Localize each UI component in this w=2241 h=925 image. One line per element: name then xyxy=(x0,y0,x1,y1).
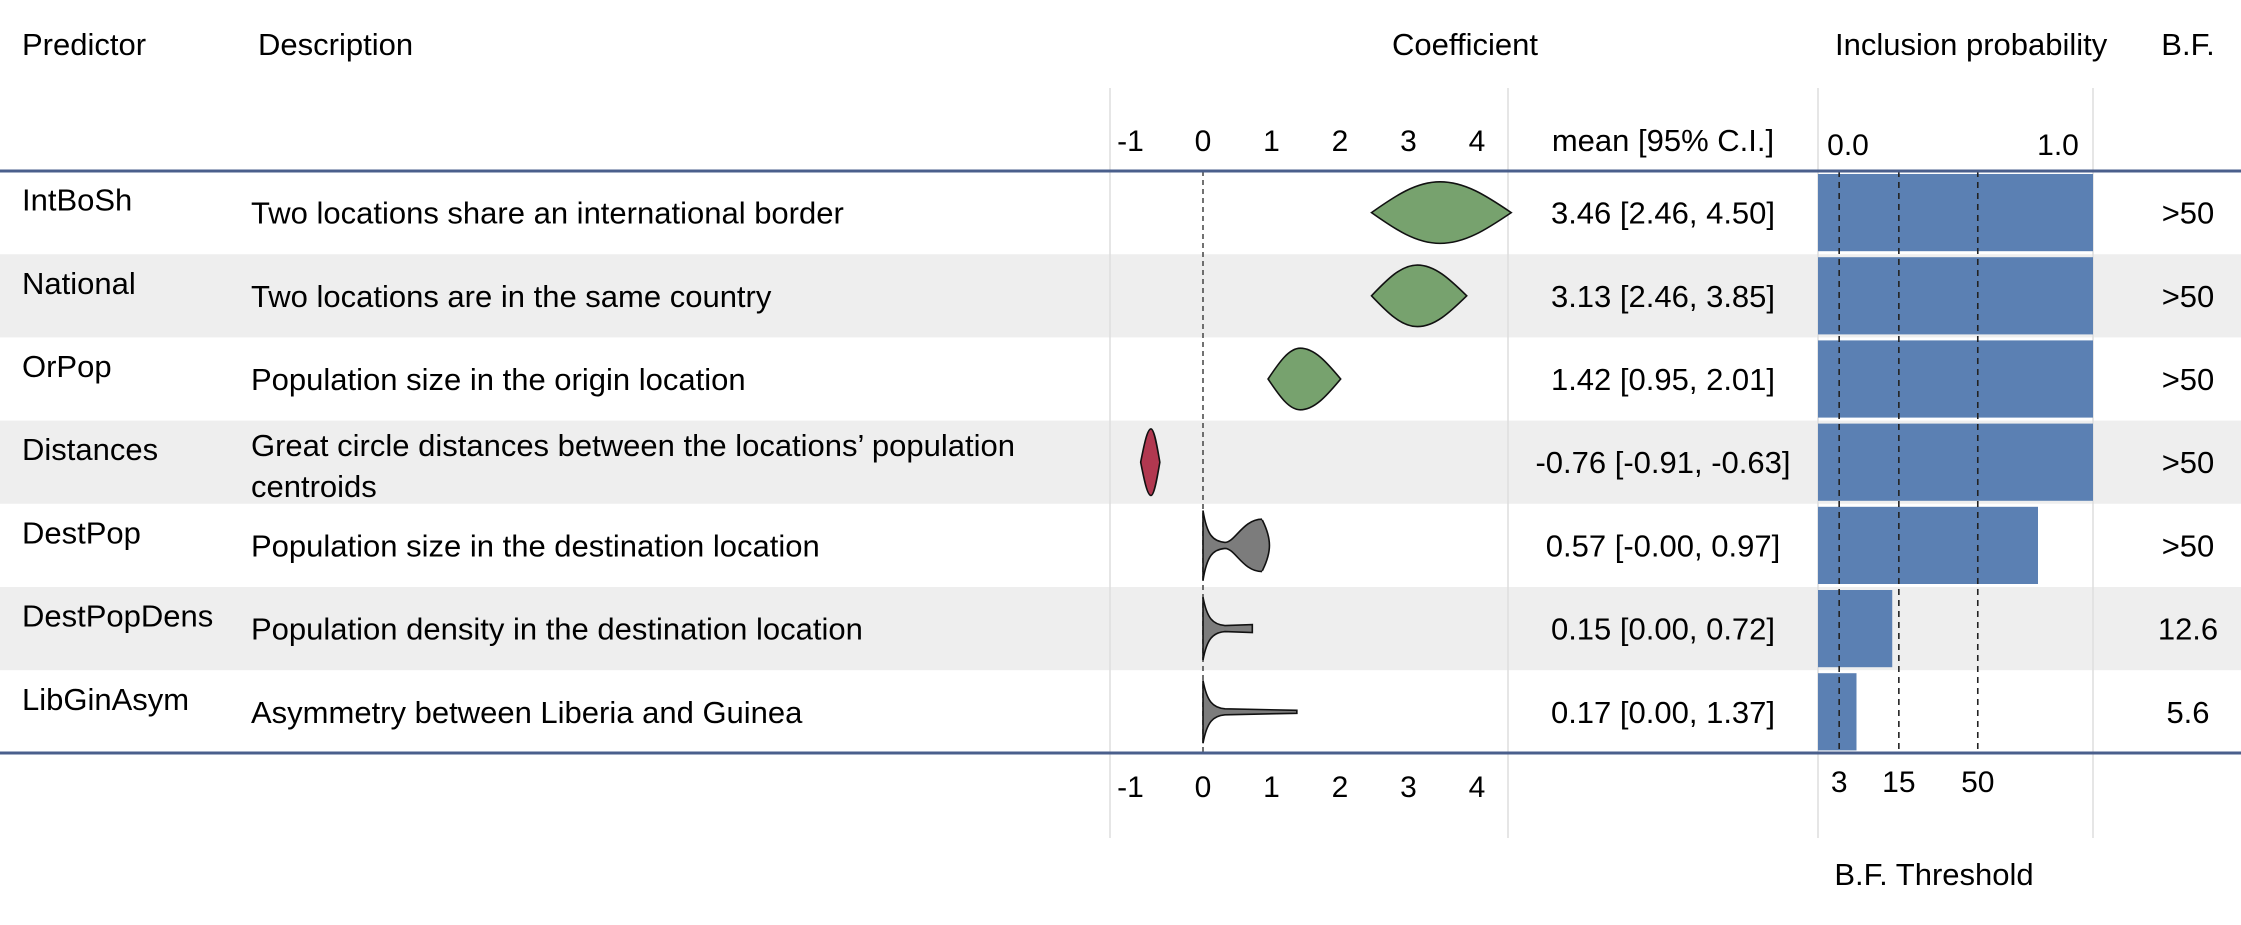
predictor-description: Two locations share an international bor… xyxy=(251,196,844,231)
predictor-description: Population size in the origin location xyxy=(251,362,746,397)
predictor-description: Great circle distances between the locat… xyxy=(251,428,1015,463)
coefficient-violins xyxy=(1139,181,1513,744)
inclusion-bar xyxy=(1818,506,2038,584)
coefficient-ci: 3.46 [2.46, 4.50] xyxy=(1551,196,1775,231)
inclusion-bars xyxy=(1818,174,2093,751)
predictor-description: Two locations are in the same country xyxy=(251,279,772,314)
predictor-name: IntBoSh xyxy=(22,183,132,218)
predictor-name: OrPop xyxy=(22,349,112,384)
threshold-lines xyxy=(1838,171,1979,753)
coefficient-violin xyxy=(1139,428,1161,497)
coefficient-tick-label: -1 xyxy=(1117,771,1144,804)
coefficient-tick-label: 2 xyxy=(1332,771,1349,804)
coefficient-ci: 3.13 [2.46, 3.85] xyxy=(1551,279,1775,314)
inclusion-tick-label: 1.0 xyxy=(2037,129,2079,162)
header-predictor: Predictor xyxy=(22,27,146,62)
bayes-factor: >50 xyxy=(2162,196,2215,231)
coefficient-tick-label: 1 xyxy=(1263,771,1280,804)
predictor-name: DestPop xyxy=(22,515,141,550)
coefficient-violin xyxy=(1370,181,1513,245)
threshold-tick-label: 15 xyxy=(1882,766,1915,799)
inclusion-bar xyxy=(1818,673,1857,751)
bayes-factor: 5.6 xyxy=(2166,695,2209,730)
predictor-rows: IntBoSh Two locations share an internatio… xyxy=(22,183,2218,730)
header-description: Description xyxy=(258,27,413,62)
predictor-name: DestPopDens xyxy=(22,599,213,634)
header-bf: B.F. xyxy=(2161,27,2214,62)
coefficient-tick-label: 2 xyxy=(1332,125,1349,158)
threshold-tick-label: 3 xyxy=(1831,766,1848,799)
coefficient-tick-label: 4 xyxy=(1469,125,1486,158)
coefficient-violin xyxy=(1202,597,1254,661)
predictor-description: Asymmetry between Liberia and Guinea xyxy=(251,695,803,730)
threshold-ticks: 3 15 50 xyxy=(1831,766,1995,799)
bayes-factor: >50 xyxy=(2162,528,2215,563)
coefficient-ci: 0.15 [0.00, 0.72] xyxy=(1551,612,1775,647)
predictor-name: Distances xyxy=(22,432,158,467)
coefficient-tick-label: 3 xyxy=(1400,125,1417,158)
inclusion-bar xyxy=(1818,257,2093,335)
inclusion-tick-label: 0.0 xyxy=(1827,129,1869,162)
bayes-factor: >50 xyxy=(2162,445,2215,480)
header-coefficient: Coefficient xyxy=(1392,27,1538,62)
coefficient-ci: 1.42 [0.95, 2.01] xyxy=(1551,362,1775,397)
coefficient-ci: 0.57 [-0.00, 0.97] xyxy=(1546,528,1780,563)
coefficient-tick-label: 3 xyxy=(1400,771,1417,804)
threshold-tick-label: 50 xyxy=(1961,766,1994,799)
inclusion-bar xyxy=(1818,340,2093,418)
inclusion-ticks: 0.0 1.0 xyxy=(1827,129,2079,162)
predictor-description: Population size in the destination locat… xyxy=(251,528,820,563)
inclusion-bar xyxy=(1818,590,1893,668)
bayes-factor: >50 xyxy=(2162,279,2215,314)
predictor-description: centroids xyxy=(251,469,377,504)
coefficient-ci: -0.76 [-0.91, -0.63] xyxy=(1535,445,1790,480)
coefficient-ci: 0.17 [0.00, 1.37] xyxy=(1551,695,1775,730)
predictor-description: Population density in the destination lo… xyxy=(251,612,863,647)
coefficient-tick-label: 0 xyxy=(1195,771,1212,804)
inclusion-bar xyxy=(1818,423,2093,501)
coefficient-ticks-top: -1 0 1 2 3 4 xyxy=(1117,125,1485,158)
inclusion-bar xyxy=(1818,174,2093,252)
coefficient-violin xyxy=(1370,264,1468,328)
predictor-name: National xyxy=(22,266,136,301)
bayes-factor: 12.6 xyxy=(2158,612,2218,647)
coefficient-tick-label: 1 xyxy=(1263,125,1280,158)
coefficient-violin xyxy=(1202,510,1271,581)
coefficient-violin xyxy=(1202,680,1298,744)
bayes-factor: >50 xyxy=(2162,362,2215,397)
coefficient-tick-label: 0 xyxy=(1195,125,1212,158)
coefficient-tick-label: 4 xyxy=(1469,771,1486,804)
predictor-name: LibGinAsym xyxy=(22,682,189,717)
coefficient-ticks-bottom: -1 0 1 2 3 4 xyxy=(1117,771,1485,804)
coefficient-violin xyxy=(1267,347,1342,411)
coefficient-tick-label: -1 xyxy=(1117,125,1144,158)
header-ci: mean [95% C.I.] xyxy=(1552,123,1774,158)
header-inclusion: Inclusion probability xyxy=(1835,27,2108,62)
bf-threshold-label: B.F. Threshold xyxy=(1834,857,2033,892)
